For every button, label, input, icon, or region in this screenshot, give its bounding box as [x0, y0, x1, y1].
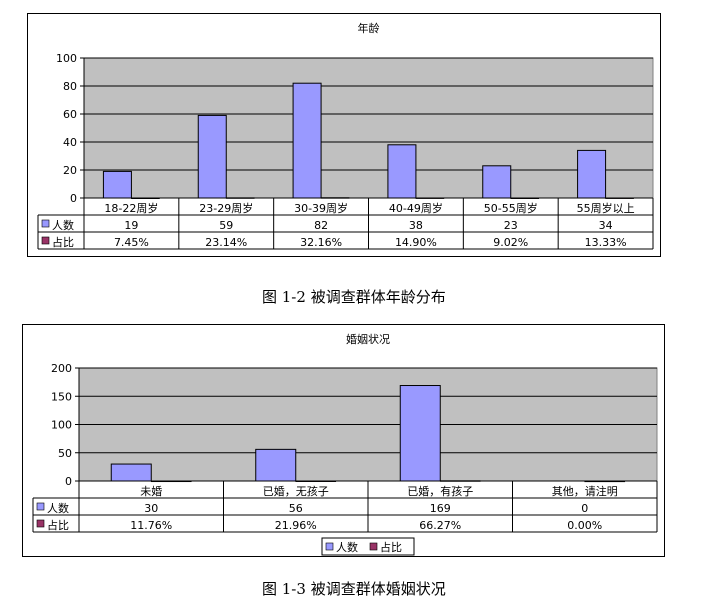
category-label: 未婚 — [140, 484, 162, 498]
y-tick-label: 0 — [70, 192, 77, 205]
bar-count — [387, 144, 417, 199]
y-tick-label: 50 — [58, 447, 72, 460]
table-value-share: 9.02% — [493, 236, 528, 249]
table-value-share: 66.27% — [419, 519, 461, 532]
legend-label: 人数 — [336, 541, 358, 554]
category-label: 50-55周岁 — [484, 201, 538, 215]
legend-key — [325, 542, 334, 551]
marriage-chart-caption: 图 1-3 被调查群体婚姻状况 — [262, 580, 446, 598]
table-value-count: 59 — [219, 219, 233, 232]
bar-count — [292, 82, 322, 199]
table-value-share: 11.76% — [130, 519, 172, 532]
legend-key — [41, 219, 50, 228]
marriage-chart-svg: 婚姻状况 0 50 100 150 200 未婚 30 11.76% 已婚，无孩子 56 21.96%… — [32, 332, 658, 556]
table-value-count: 30 — [144, 502, 158, 515]
legend-box — [321, 537, 415, 556]
y-tick-label: 100 — [56, 52, 77, 65]
category-label: 已婚，无孩子 — [263, 484, 329, 498]
bar-count — [482, 165, 512, 199]
legend-key — [41, 236, 50, 245]
y-tick-label: 200 — [51, 362, 72, 375]
plot-area — [83, 57, 654, 199]
table-value-count: 82 — [314, 219, 328, 232]
bar-count — [577, 149, 607, 199]
category-label: 23-29周岁 — [199, 201, 253, 215]
legend-key — [369, 542, 378, 551]
table-value-share: 23.14% — [205, 236, 247, 249]
table-value-count: 19 — [124, 219, 138, 232]
age-chart-caption: 图 1-2 被调查群体年龄分布 — [262, 288, 446, 306]
bar-count — [197, 114, 227, 199]
chart-title: 年龄 — [358, 21, 380, 35]
category-label: 18-22周岁 — [104, 201, 158, 215]
table-value-count: 38 — [409, 219, 423, 232]
table-value-count: 169 — [430, 502, 451, 515]
y-tick-label: 60 — [63, 108, 77, 121]
y-tick-label: 100 — [51, 419, 72, 432]
age-chart: 年龄 0 20 40 60 80 100 18-22周岁 19 7.45% 23-29周岁 59 23.… — [27, 13, 661, 257]
bar-count — [110, 463, 152, 482]
table-value-share: 7.45% — [114, 236, 149, 249]
table-value-count: 23 — [504, 219, 518, 232]
y-tick-label: 150 — [51, 390, 72, 403]
category-label: 30-39周岁 — [294, 201, 348, 215]
y-tick-label: 80 — [63, 80, 77, 93]
table-value-share: 21.96% — [275, 519, 317, 532]
table-value-share: 32.16% — [300, 236, 342, 249]
y-tick-label: 20 — [63, 164, 77, 177]
bar-count — [399, 385, 441, 482]
legend: 人数 占比 — [321, 537, 415, 556]
series-label: 人数 — [47, 502, 69, 515]
series-label: 占比 — [47, 518, 69, 532]
table-value-share: 14.90% — [395, 236, 437, 249]
bar-count — [102, 170, 132, 199]
legend-key — [36, 502, 45, 511]
age-chart-svg: 年龄 0 20 40 60 80 100 18-22周岁 19 7.45% 23-29周岁 59 23.… — [37, 21, 654, 250]
table-value-count: 34 — [599, 219, 613, 232]
table-value-share: 0.00% — [567, 519, 602, 532]
category-label: 已婚，有孩子 — [407, 484, 473, 498]
series-label: 人数 — [52, 219, 74, 232]
table-value-count: 56 — [289, 502, 303, 515]
category-label: 其他，请注明 — [552, 484, 618, 498]
legend-key — [36, 519, 45, 528]
category-label: 55周岁以上 — [577, 201, 635, 215]
marriage-chart: 婚姻状况 0 50 100 150 200 未婚 30 11.76% 已婚，无孩子 56 21.96%… — [22, 324, 665, 557]
category-label: 40-49周岁 — [389, 201, 443, 215]
y-tick-label: 0 — [65, 475, 72, 488]
y-tick-label: 40 — [63, 136, 77, 149]
chart-title: 婚姻状况 — [346, 332, 390, 346]
bar-count — [255, 448, 297, 482]
legend-label: 占比 — [380, 540, 402, 554]
table-value-count: 0 — [581, 502, 588, 515]
table-value-share: 13.33% — [585, 236, 627, 249]
series-label: 占比 — [52, 235, 74, 249]
